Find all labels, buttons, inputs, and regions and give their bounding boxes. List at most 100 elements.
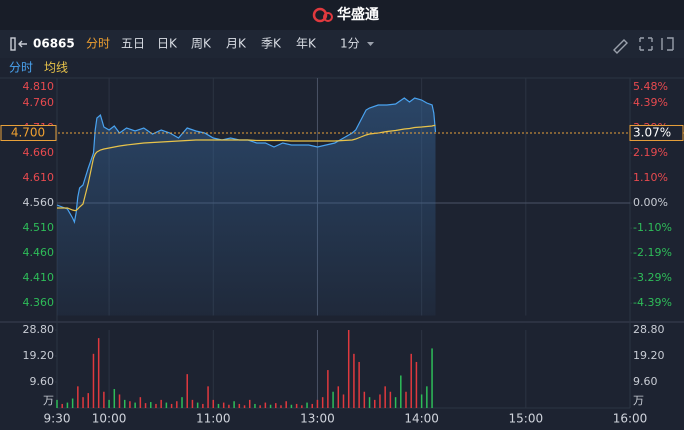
- period-tab[interactable]: 周K: [191, 37, 212, 51]
- volume-bar: [134, 402, 136, 408]
- volume-bar: [92, 353, 95, 408]
- volume-bar: [56, 399, 58, 408]
- volume-bar: [264, 402, 267, 408]
- last-change-box: [629, 124, 684, 141]
- volume-bar: [181, 397, 183, 408]
- brand-logo: [312, 7, 333, 23]
- volume-bar: [342, 394, 345, 408]
- volume-bar: [368, 397, 371, 408]
- fullscreen-icon[interactable]: [639, 37, 653, 51]
- volume-bar: [332, 391, 334, 408]
- volume-tick-label: 28.80: [633, 323, 665, 336]
- volume-bar: [389, 391, 392, 408]
- y2-tick-label: 1.10%: [633, 171, 668, 184]
- y2-tick-label: 4.39%: [633, 96, 668, 109]
- y2-tick-label: -3.29%: [633, 271, 672, 284]
- volume-bar: [150, 402, 152, 408]
- volume-bar: [108, 399, 110, 408]
- y2-tick-label: 2.19%: [633, 146, 668, 159]
- y-tick-label: 4.760: [23, 96, 55, 109]
- volume-bar: [186, 374, 188, 408]
- period-tab[interactable]: 日K: [157, 37, 178, 51]
- volume-bar: [103, 391, 105, 408]
- volume-bar: [129, 401, 131, 408]
- y2-tick-label: -4.39%: [633, 296, 672, 309]
- volume-bar: [280, 405, 282, 408]
- volume-bar: [405, 391, 407, 408]
- y2-tick-label: -1.10%: [633, 221, 672, 234]
- volume-bar: [82, 397, 84, 408]
- price-line: [56, 97, 437, 224]
- volume-bar: [144, 403, 147, 408]
- legend-entry: 分时: [9, 61, 33, 75]
- volume-bar: [306, 402, 308, 408]
- y-tick-label: 4.460: [23, 246, 55, 259]
- volume-bar: [87, 393, 90, 408]
- volume-bar: [71, 398, 74, 408]
- volume-bar: [410, 353, 412, 408]
- period-tab[interactable]: 年K: [296, 37, 317, 51]
- draw-icon[interactable]: [613, 39, 628, 54]
- volume-bar: [327, 370, 329, 408]
- last-price-box: [0, 125, 57, 141]
- volume-bar: [123, 399, 126, 408]
- volume-bar: [295, 403, 298, 408]
- y2-tick-label: 0.00%: [633, 196, 668, 209]
- period-tab[interactable]: 五日: [121, 37, 145, 51]
- volume-bar: [165, 402, 168, 408]
- y-tick-label: 4.610: [23, 171, 55, 184]
- volume-bar: [248, 399, 251, 408]
- period-tab[interactable]: 月K: [226, 37, 247, 51]
- volume-bar: [321, 397, 324, 408]
- volume-bar: [384, 386, 386, 408]
- sidebar-toggle-icon[interactable]: [10, 37, 27, 51]
- volume-bar: [316, 399, 319, 408]
- dropdown-arrow[interactable]: [367, 42, 374, 46]
- legend-entry: 均线: [44, 61, 68, 75]
- volume-tick-label: 9.60: [633, 375, 658, 388]
- volume-bar: [337, 386, 340, 408]
- last-change-label: 3.07%: [633, 125, 671, 139]
- volume-bar: [77, 386, 79, 408]
- volume-unit: 万: [633, 394, 644, 407]
- volume-bar: [170, 403, 173, 408]
- interval-select[interactable]: 1分: [340, 37, 360, 51]
- volume-bar: [347, 330, 350, 408]
- volume-bar: [217, 403, 220, 408]
- volume-bar: [394, 397, 397, 408]
- volume-bar: [353, 353, 355, 408]
- volume-tick-label: 19.20: [23, 349, 55, 362]
- volume-bar: [363, 391, 366, 408]
- volume-bar: [202, 403, 204, 408]
- volume-bar: [238, 403, 241, 408]
- volume-bar: [191, 399, 194, 408]
- volume-bar: [207, 386, 209, 408]
- volume-bar: [222, 402, 225, 408]
- volume-bar: [228, 404, 230, 408]
- panel-icon[interactable]: [661, 37, 674, 51]
- volume-bar: [311, 403, 313, 408]
- volume-bar: [196, 402, 199, 408]
- x-tick-label: 13:00: [300, 412, 335, 426]
- period-tab[interactable]: 季K: [261, 37, 282, 51]
- x-tick-label: 16:00: [613, 412, 648, 426]
- volume-bar: [243, 405, 246, 408]
- x-tick-label: 9:30: [44, 412, 71, 426]
- y-tick-label: 4.360: [23, 296, 55, 309]
- volume-bar: [113, 389, 116, 408]
- volume-bar: [259, 405, 261, 408]
- period-tab[interactable]: 分时: [86, 37, 110, 51]
- y-tick-label: 4.810: [23, 80, 55, 93]
- y-tick-label: 4.660: [23, 146, 55, 159]
- volume-bar: [400, 375, 402, 408]
- y-tick-label: 4.560: [23, 196, 55, 209]
- price-area: [57, 98, 436, 316]
- volume-bar: [254, 403, 256, 408]
- volume-bar: [233, 401, 235, 408]
- volume-tick-label: 9.60: [30, 375, 55, 388]
- symbol: 06865: [33, 37, 75, 51]
- y-tick-label: 4.510: [23, 221, 55, 234]
- volume-tick-label: 28.80: [23, 323, 55, 336]
- y2-tick-label: 5.48%: [633, 80, 668, 93]
